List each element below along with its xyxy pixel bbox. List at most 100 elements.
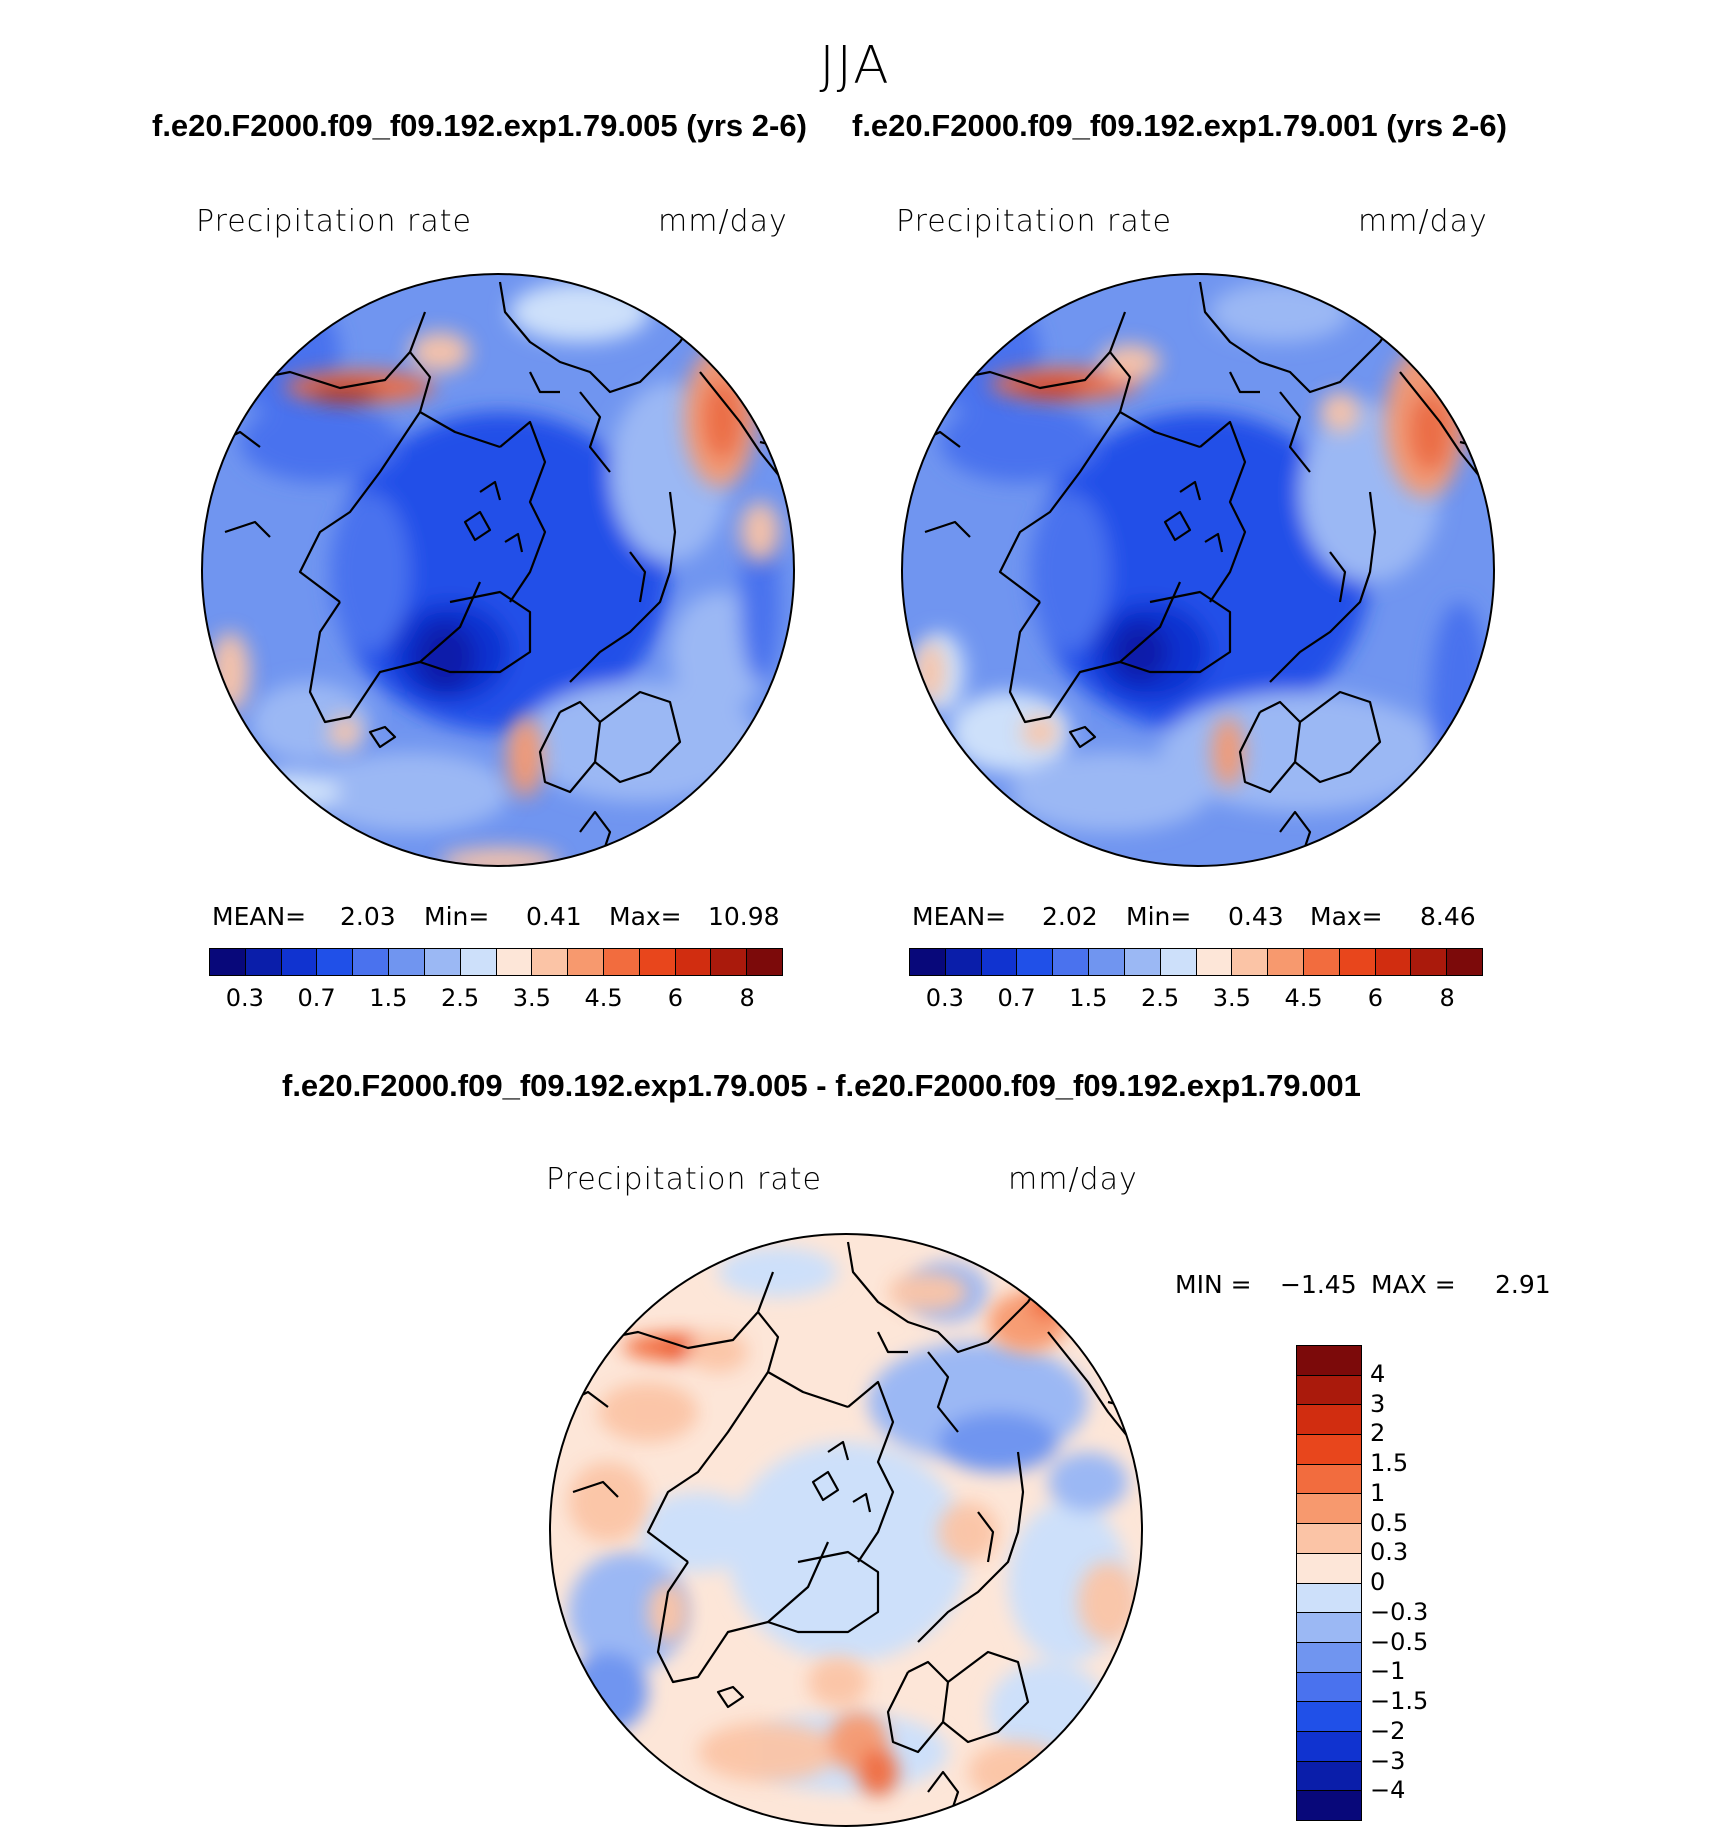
colorbar-tick-label: 0 bbox=[1370, 1568, 1386, 1596]
colorbar-tick-label: 8 bbox=[739, 984, 755, 1012]
right-mean-label: MEAN= bbox=[912, 902, 1007, 931]
colorbar-tick-label: 0.3 bbox=[225, 984, 264, 1012]
case1-title: f.e20.F2000.f09_f09.192.exp1.79.005 (yrs… bbox=[152, 108, 807, 143]
right-colorbar-swatch bbox=[1089, 949, 1125, 975]
diff-colorbar-swatch bbox=[1297, 1435, 1361, 1465]
right-mean-value: 2.02 bbox=[1042, 902, 1098, 931]
colorbar-tick-label: 1 bbox=[1370, 1478, 1386, 1507]
right-min-value: 0.43 bbox=[1228, 902, 1284, 931]
left-colorbar-swatch bbox=[747, 949, 782, 975]
diff-colorbar-swatch bbox=[1297, 1642, 1361, 1673]
left-colorbar-swatch bbox=[281, 949, 318, 975]
right-precip-map bbox=[901, 273, 1495, 867]
diff-max-value: 2.91 bbox=[1495, 1270, 1551, 1299]
colorbar-tick-label: −4 bbox=[1370, 1776, 1406, 1805]
colorbar-tick-label: −0.3 bbox=[1370, 1597, 1429, 1626]
colorbar-tick-label: 0.3 bbox=[1370, 1538, 1409, 1567]
colorbar-tick-label: 2.5 bbox=[1141, 984, 1180, 1012]
right-colorbar-swatch bbox=[1017, 949, 1054, 975]
colorbar-tick-label: −3 bbox=[1370, 1746, 1406, 1775]
right-variable-label: Precipitation rate bbox=[896, 204, 1172, 239]
diff-colorbar-swatch bbox=[1297, 1494, 1361, 1525]
colorbar-tick-label: 6 bbox=[1367, 984, 1384, 1012]
right-colorbar-swatch bbox=[1339, 949, 1376, 975]
colorbar-tick-label: 4.5 bbox=[1284, 984, 1323, 1012]
colorbar-tick-label: −0.5 bbox=[1370, 1627, 1429, 1656]
season-title: JJA bbox=[819, 36, 891, 96]
colorbar-tick-label: 1.5 bbox=[1370, 1449, 1409, 1477]
colorbar-tick-label: 3.5 bbox=[512, 984, 551, 1012]
left-colorbar-swatch bbox=[389, 949, 425, 975]
colorbar-tick-label: 0.7 bbox=[997, 984, 1036, 1012]
colorbar-tick-label: 3 bbox=[1370, 1389, 1386, 1418]
right-colorbar-swatch bbox=[1196, 949, 1233, 975]
left-colorbar-swatch bbox=[711, 949, 748, 975]
right-units-label: mm/day bbox=[1358, 204, 1488, 239]
right-min-label: Min= bbox=[1126, 902, 1192, 931]
right-colorbar-swatch bbox=[1232, 949, 1269, 975]
left-colorbar-swatch bbox=[639, 949, 676, 975]
left-colorbar-swatch bbox=[245, 949, 282, 975]
right-colorbar-swatch bbox=[910, 949, 946, 975]
right-colorbar-swatch bbox=[1303, 949, 1340, 975]
right-colorbar-swatch bbox=[1411, 949, 1448, 975]
left-colorbar-swatch bbox=[317, 949, 354, 975]
diff-min-label: MIN = bbox=[1175, 1270, 1252, 1299]
diff-colorbar-swatch bbox=[1297, 1583, 1361, 1614]
colorbar-tick-label: 3.5 bbox=[1212, 984, 1251, 1012]
left-min-value: 0.41 bbox=[526, 902, 582, 931]
right-max-value: 8.46 bbox=[1420, 902, 1476, 931]
left-min-label: Min= bbox=[424, 902, 490, 931]
right-colorbar-swatch bbox=[1124, 949, 1161, 975]
left-colorbar-swatch bbox=[675, 949, 712, 975]
right-colorbar-swatch bbox=[1053, 949, 1090, 975]
left-max-label: Max= bbox=[609, 902, 682, 931]
right-colorbar-swatch bbox=[981, 949, 1018, 975]
diff-colorbar-swatch bbox=[1297, 1553, 1361, 1584]
diff-precip-map bbox=[549, 1233, 1143, 1827]
left-precip-map bbox=[201, 273, 795, 867]
colorbar-tick-label: 0.5 bbox=[1370, 1508, 1409, 1537]
left-colorbar-swatch bbox=[603, 949, 640, 975]
right-max-label: Max= bbox=[1310, 902, 1383, 931]
left-units-label: mm/day bbox=[658, 204, 788, 239]
colorbar-tick-label: 1.5 bbox=[1069, 984, 1108, 1012]
diff-variable-label: Precipitation rate bbox=[546, 1162, 822, 1197]
right-colorbar-swatch bbox=[945, 949, 982, 975]
diff-colorbar-swatch bbox=[1297, 1672, 1361, 1703]
diff-colorbar-swatch bbox=[1297, 1346, 1361, 1376]
diff-max-label: MAX = bbox=[1371, 1270, 1456, 1299]
diff-colorbar-swatch bbox=[1297, 1791, 1361, 1820]
diff-colorbar-swatch bbox=[1297, 1405, 1361, 1436]
left-mean-value: 2.03 bbox=[340, 902, 396, 931]
diff-colorbar-swatch bbox=[1297, 1702, 1361, 1732]
diff-title: f.e20.F2000.f09_f09.192.exp1.79.005 - f.… bbox=[282, 1068, 1361, 1103]
diff-colorbar-swatch bbox=[1297, 1375, 1361, 1406]
right-colorbar-swatch bbox=[1160, 949, 1197, 975]
diff-colorbar-swatch bbox=[1297, 1464, 1361, 1495]
diff-colorbar-swatch bbox=[1297, 1524, 1361, 1554]
left-colorbar-swatch bbox=[210, 949, 246, 975]
left-colorbar-swatch bbox=[353, 949, 390, 975]
left-variable-label: Precipitation rate bbox=[196, 204, 472, 239]
colorbar-tick-label: 4 bbox=[1370, 1359, 1386, 1388]
right-colorbar-swatch bbox=[1268, 949, 1304, 975]
diff-colorbar-swatch bbox=[1297, 1761, 1361, 1792]
diff-min-value: −1.45 bbox=[1280, 1270, 1357, 1299]
colorbar-tick-label: 0.3 bbox=[925, 984, 964, 1012]
colorbar-tick-label: 6 bbox=[667, 984, 684, 1012]
colorbar-tick-label: −1.5 bbox=[1370, 1687, 1429, 1715]
colorbar-tick-label: −1 bbox=[1370, 1657, 1406, 1686]
right-colorbar-swatch bbox=[1447, 949, 1482, 975]
colorbar-tick-label: 4.5 bbox=[584, 984, 623, 1012]
colorbar-tick-label: 2.5 bbox=[441, 984, 480, 1012]
diff-colorbar-swatch bbox=[1297, 1613, 1361, 1643]
case2-title: f.e20.F2000.f09_f09.192.exp1.79.001 (yrs… bbox=[852, 108, 1507, 143]
right-colorbar bbox=[909, 948, 1483, 976]
left-colorbar-swatch bbox=[424, 949, 461, 975]
left-colorbar-swatch bbox=[532, 949, 569, 975]
left-max-value: 10.98 bbox=[708, 902, 780, 931]
left-colorbar-swatch bbox=[496, 949, 533, 975]
diff-colorbar-swatch bbox=[1297, 1731, 1361, 1762]
left-colorbar-swatch bbox=[568, 949, 604, 975]
